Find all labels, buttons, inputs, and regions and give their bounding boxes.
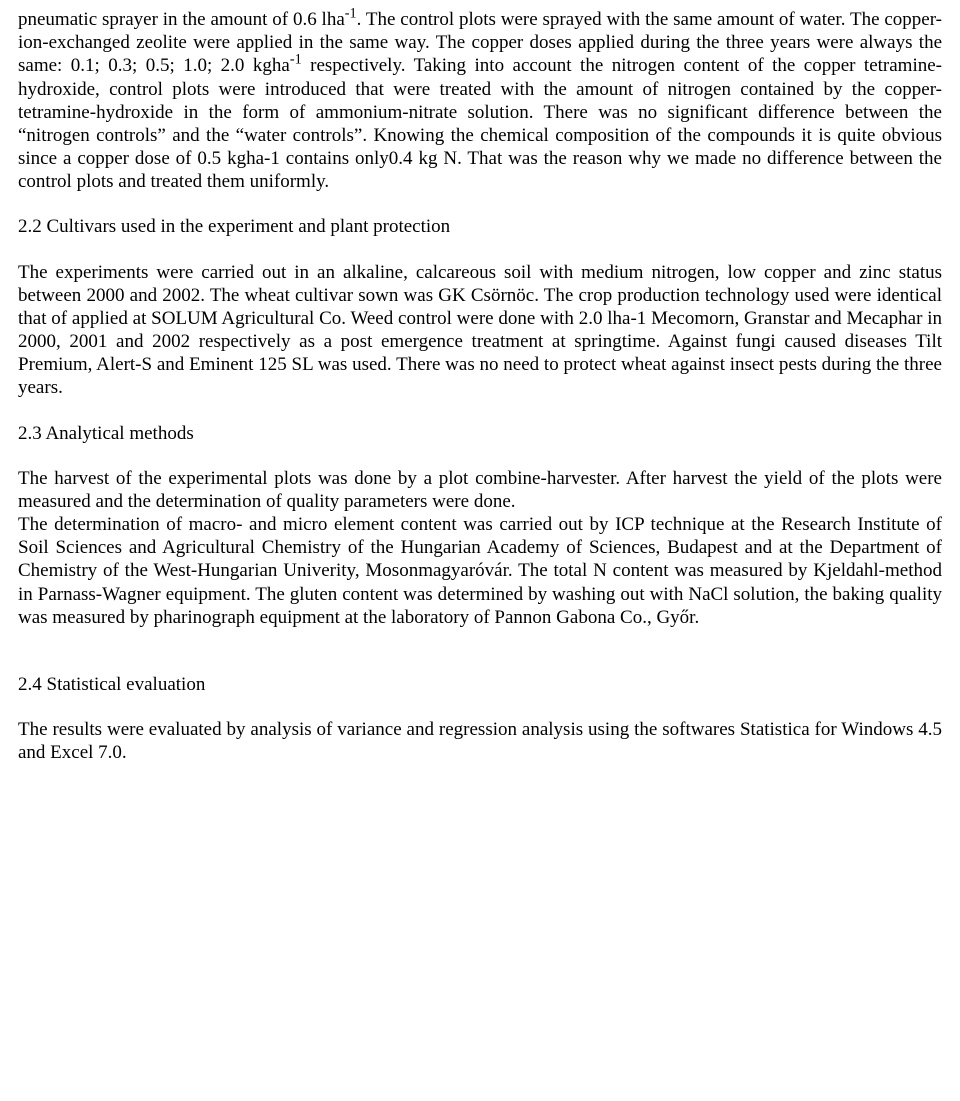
- paragraph-stats: The results were evaluated by analysis o…: [18, 718, 942, 764]
- text-span: pneumatic sprayer in the amount of 0.6 l…: [18, 9, 345, 30]
- heading-2-2: 2.2 Cultivars used in the experiment and…: [18, 215, 942, 238]
- superscript: -1: [290, 52, 302, 68]
- paragraph-analytical-a: The harvest of the experimental plots wa…: [18, 467, 942, 513]
- superscript: -1: [345, 6, 357, 22]
- paragraph-analytical-b: The determination of macro- and micro el…: [18, 513, 942, 629]
- heading-2-3: 2.3 Analytical methods: [18, 422, 942, 445]
- heading-2-4: 2.4 Statistical evaluation: [18, 673, 942, 696]
- paragraph-cultivars: The experiments were carried out in an a…: [18, 261, 942, 400]
- paragraph-methods-spraying: pneumatic sprayer in the amount of 0.6 l…: [18, 8, 942, 193]
